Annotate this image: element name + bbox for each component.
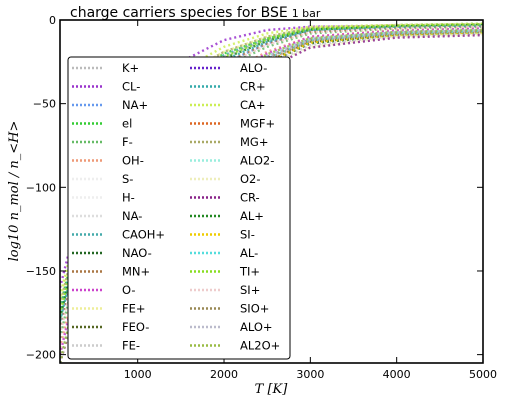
legend-label: AL+ xyxy=(240,209,264,223)
chart-title: charge carriers species for BSE xyxy=(70,5,288,21)
legend-label: S- xyxy=(122,172,133,186)
legend-box xyxy=(67,56,291,360)
legend-label: FEO- xyxy=(122,320,149,334)
legend: K+ CL- NA+ el F- OH- S- H- NA- CAOH+ NAO- MN+ O- FE+ F… xyxy=(67,56,291,360)
series-line-alo2minus xyxy=(60,28,483,363)
legend-label: AL2O+ xyxy=(240,339,280,353)
series-line-feplus xyxy=(60,22,483,302)
y-tick-label: −200 xyxy=(26,349,56,362)
legend-label: CL- xyxy=(122,80,140,94)
legend-label: ALO+ xyxy=(240,320,273,334)
legend-label: FE+ xyxy=(122,302,146,316)
series-line-tiplus xyxy=(60,23,483,315)
y-axis-label: log10 n_mol / n_<H> xyxy=(7,121,22,262)
legend-label: TI+ xyxy=(239,265,260,279)
legend-label: SI- xyxy=(240,228,255,242)
legend-label: CR+ xyxy=(240,80,266,94)
legend-label: el xyxy=(122,117,132,131)
x-tick-label: 4000 xyxy=(383,368,411,381)
chart-title-suffix: 1 bar xyxy=(292,7,321,20)
plot-frame xyxy=(59,19,484,364)
legend-label: MN+ xyxy=(122,265,150,279)
legend-label: F- xyxy=(122,135,133,149)
legend-label: CA+ xyxy=(240,98,266,112)
y-tick-label: −50 xyxy=(33,98,56,111)
y-tick-label: 0 xyxy=(49,14,56,27)
legend-label: SIO+ xyxy=(240,302,269,316)
legend-label: MG+ xyxy=(240,135,268,149)
legend-label: CR- xyxy=(240,191,260,205)
y-tick-label: −150 xyxy=(26,265,56,278)
legend-label: MGF+ xyxy=(240,117,275,131)
legend-label: ALO2- xyxy=(240,154,274,168)
legend-label: CAOH+ xyxy=(122,228,165,242)
legend-label: NA- xyxy=(122,209,142,223)
y-tick-label: −100 xyxy=(26,181,56,194)
legend-label: AL- xyxy=(240,246,258,260)
legend-label: NA+ xyxy=(122,98,148,112)
legend-items: K+ CL- NA+ el F- OH- S- H- NA- CAOH+ NAO- MN+ O- FE+ F… xyxy=(72,61,280,353)
chart-title-group: charge carriers species for BSE 1 bar xyxy=(70,5,321,21)
legend-label: SI+ xyxy=(240,283,260,297)
x-axis-ticks: 1000 2000 3000 4000 5000 xyxy=(124,20,497,381)
legend-label: OH- xyxy=(122,154,144,168)
y-axis-ticks: 0 −50 −100 −150 −200 xyxy=(26,14,483,362)
legend-label: FE- xyxy=(122,339,140,353)
x-tick-label: 5000 xyxy=(469,368,497,381)
legend-label: NAO- xyxy=(122,246,152,260)
x-tick-label: 1000 xyxy=(124,368,152,381)
x-tick-label: 3000 xyxy=(296,368,324,381)
legend-label: K+ xyxy=(122,61,139,75)
x-tick-label: 2000 xyxy=(210,368,238,381)
legend-label: O- xyxy=(122,283,136,297)
legend-label: ALO- xyxy=(240,61,267,75)
legend-label: H- xyxy=(122,191,135,205)
x-axis-label: T [K] xyxy=(255,382,289,397)
legend-label: O2- xyxy=(240,172,261,186)
